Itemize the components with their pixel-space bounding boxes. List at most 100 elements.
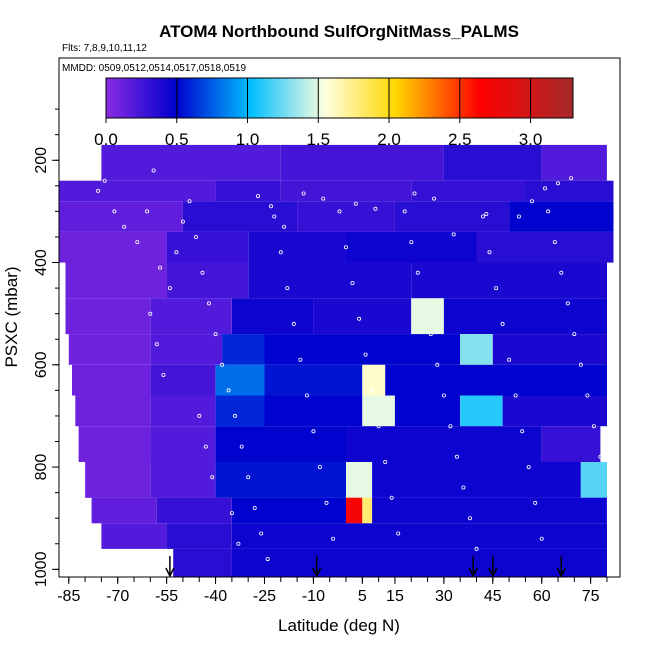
sample-point — [252, 505, 257, 510]
sample-point — [259, 531, 264, 536]
sample-point — [158, 265, 163, 270]
sample-point — [324, 500, 329, 505]
sample-point — [451, 232, 456, 237]
sample-point — [441, 393, 446, 398]
heatmap-cell — [297, 201, 395, 232]
sample-point — [304, 393, 309, 398]
heatmap-cell — [150, 462, 216, 498]
heatmap-cell — [150, 364, 216, 396]
heatmap-cell — [231, 548, 607, 577]
plot-frame — [58, 57, 621, 578]
sample-point — [193, 234, 198, 239]
sample-point — [220, 362, 225, 367]
heatmap-cell — [173, 548, 232, 577]
sample-point — [278, 250, 283, 255]
heatmap-cell — [264, 334, 461, 365]
heatmap-cell — [394, 395, 461, 427]
sample-point — [301, 191, 306, 196]
sample-point — [507, 357, 512, 362]
sample-point — [422, 301, 427, 306]
heatmap-cell — [65, 298, 151, 335]
sample-point — [467, 516, 472, 521]
sample-point — [174, 250, 179, 255]
sample-point — [578, 362, 583, 367]
y-tick-label: 800 — [33, 454, 50, 481]
sample-point — [412, 191, 417, 196]
sample-point — [396, 531, 401, 536]
sample-point — [585, 393, 590, 398]
sample-point — [135, 240, 140, 245]
heatmap-cell — [509, 201, 614, 232]
sample-point — [428, 332, 433, 337]
profile-marker-arrow — [468, 567, 478, 578]
sample-point — [76, 168, 81, 173]
heatmap-cell — [372, 497, 607, 524]
sample-point — [317, 465, 322, 470]
profile-marker-arrow — [311, 567, 322, 578]
heatmap-cell — [476, 231, 614, 263]
sample-point — [526, 465, 531, 470]
heatmap-cell — [59, 180, 216, 202]
colorbar-tick-label: 1.0 — [236, 130, 260, 149]
heatmap-cell — [68, 334, 151, 365]
sample-point — [285, 286, 290, 291]
heatmap-cell — [231, 523, 607, 549]
y-tick-label: 1000 — [33, 551, 50, 587]
x-tick-label: 5 — [358, 588, 367, 605]
profile-marker-arrow — [165, 567, 175, 578]
sample-point — [145, 209, 150, 214]
colorbar-tick-label: 0.5 — [165, 130, 189, 149]
colorbar-tick-label: 0.0 — [94, 130, 118, 149]
profile-marker-arrow — [488, 567, 498, 578]
sample-point — [552, 240, 557, 245]
heatmap-cell — [411, 180, 526, 202]
heatmap-cell — [150, 298, 232, 335]
x-tick-label: 45 — [484, 588, 502, 605]
heatmap-cell — [411, 298, 444, 335]
sample-point — [494, 286, 499, 291]
x-tick-label: -40 — [204, 588, 227, 605]
sample-point — [598, 454, 603, 459]
heatmap-cell — [182, 201, 298, 232]
sample-point — [282, 224, 287, 229]
heatmap-cell — [313, 298, 412, 335]
heatmap-cell — [215, 364, 265, 396]
sample-point — [330, 536, 335, 541]
heatmap-cell — [248, 262, 412, 299]
heatmap-cell — [346, 462, 373, 498]
sample-point — [516, 214, 521, 219]
colorbar-tick-label: 3.0 — [519, 130, 543, 149]
sample-point — [213, 332, 218, 337]
sample-point — [500, 321, 505, 326]
sample-point — [520, 429, 525, 434]
sample-point — [321, 196, 326, 201]
sample-point — [272, 214, 277, 219]
sample-point — [148, 311, 153, 316]
sample-point — [102, 178, 107, 183]
sample-point — [337, 209, 342, 214]
sample-point — [200, 270, 205, 275]
sample-point — [543, 186, 548, 191]
sample-points — [76, 168, 603, 562]
sample-point — [229, 511, 234, 516]
y-axis-label: PSXC (mbar) — [2, 266, 21, 367]
x-tick-label: -85 — [57, 588, 80, 605]
sample-point — [197, 413, 202, 418]
heatmap-cell — [65, 262, 167, 299]
sample-point — [389, 495, 394, 500]
heatmap-cell — [231, 298, 314, 335]
sample-point — [480, 214, 485, 219]
sample-point — [546, 209, 551, 214]
heatmap-cell — [394, 201, 510, 232]
dates-label: MMDD: 0509,0512,0514,0517,0518,0519 — [62, 63, 246, 74]
sample-point — [311, 429, 316, 434]
sample-point — [409, 240, 414, 245]
heatmap-cell — [443, 298, 607, 335]
heatmap-cell — [166, 262, 249, 299]
sample-point — [448, 424, 453, 429]
sample-point — [239, 444, 244, 449]
heatmap-cell — [215, 426, 347, 462]
sample-point — [539, 536, 544, 541]
profile-marker-arrow — [556, 567, 566, 578]
